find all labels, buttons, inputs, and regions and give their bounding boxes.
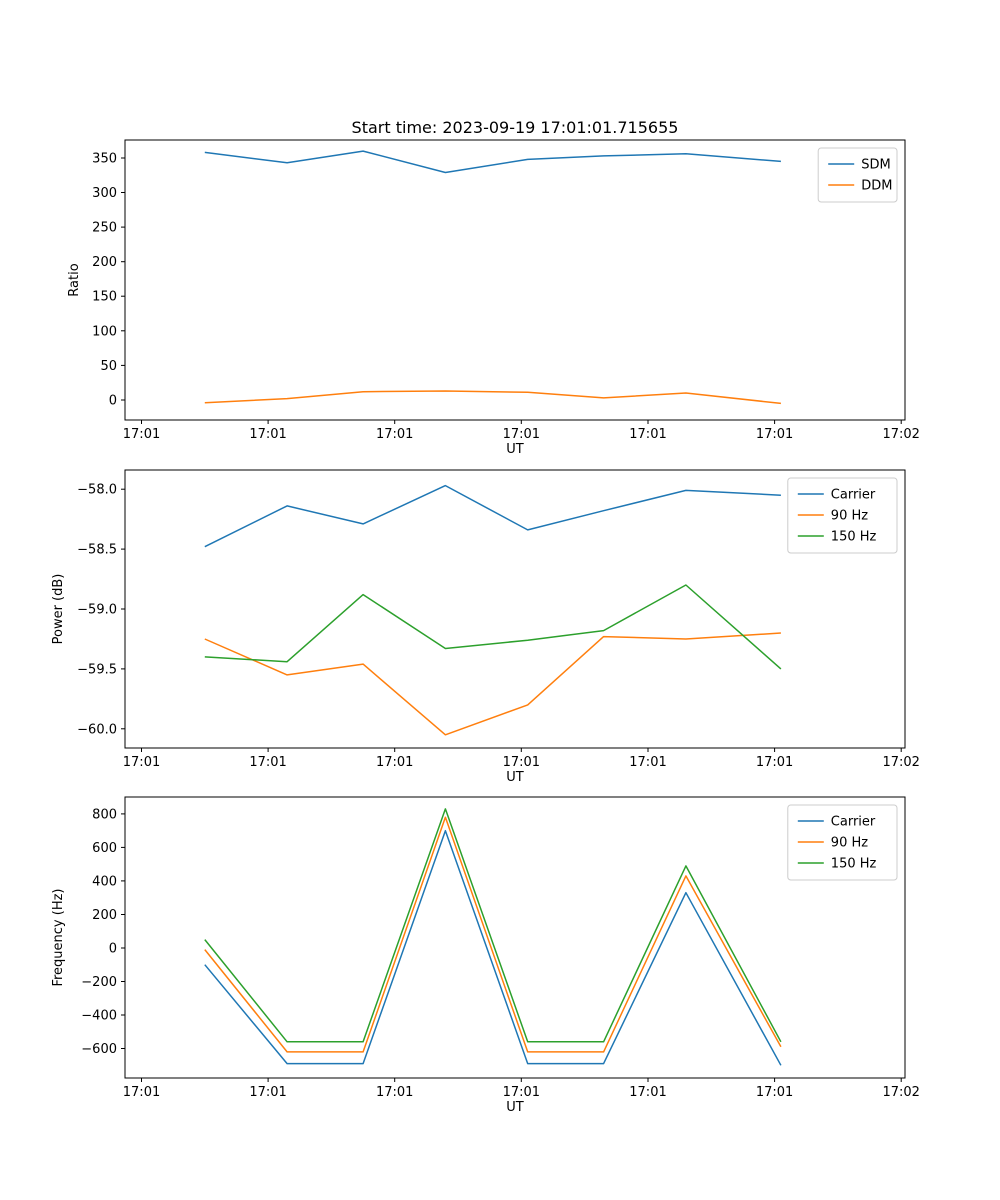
x-tick-label: 17:01 — [376, 1085, 413, 1100]
y-tick-label: 350 — [92, 152, 117, 167]
legend-label: 150 Hz — [831, 857, 877, 872]
series-line-ddm — [204, 390, 781, 405]
legend-label: 90 Hz — [831, 509, 868, 524]
x-tick-label: 17:02 — [882, 1085, 919, 1100]
legend: Carrier 90 Hz 150 Hz — [787, 477, 898, 554]
figure-title: Start time: 2023-09-19 17:01:01.715655 — [351, 118, 679, 137]
y-tick-label: 300 — [92, 186, 117, 201]
plot-border — [124, 139, 906, 421]
legend-label: 90 Hz — [831, 836, 868, 851]
chart-1: 17:01 17:01 17:01 17:01 17:01 17:01 17:02 UT 0 50… — [67, 139, 920, 457]
x-axis-label: UT — [506, 442, 524, 457]
x-tick-label: 17:01 — [629, 755, 666, 770]
chart-3: 17:01 17:01 17:01 17:01 17:01 17:01 17:02 UT −60… — [51, 796, 920, 1115]
y-tick-label: −600 — [81, 1042, 117, 1057]
x-tick-label: 17:01 — [376, 755, 413, 770]
series-line-carrier — [204, 829, 782, 1066]
y-tick-label: −58.0 — [77, 483, 117, 498]
y-tick-label: −400 — [81, 1009, 117, 1024]
x-tick-label: 17:01 — [503, 427, 540, 442]
y-axis-label: Ratio — [67, 263, 82, 296]
y-tick-label: −59.5 — [77, 662, 117, 677]
x-tick-label: 17:01 — [249, 1085, 286, 1100]
y-tick-label: 100 — [92, 324, 117, 339]
series-line-150-hz — [204, 584, 782, 670]
x-tick-label: 17:01 — [629, 1085, 666, 1100]
plot-border — [124, 796, 906, 1079]
series-line-carrier — [204, 484, 781, 548]
legend-box — [787, 477, 898, 554]
x-tick-label: 17:02 — [882, 755, 919, 770]
y-tick-label: 50 — [100, 359, 117, 374]
y-tick-label: 600 — [92, 841, 117, 856]
x-tick-label: 17:01 — [123, 755, 160, 770]
chart-2: 17:01 17:01 17:01 17:01 17:01 17:01 17:02 UT −60… — [51, 469, 920, 785]
x-tick-label: 17:01 — [249, 427, 286, 442]
legend-label: Carrier — [831, 488, 876, 503]
y-tick-label: 250 — [92, 221, 117, 236]
y-tick-label: −59.0 — [77, 603, 117, 618]
x-tick-label: 17:02 — [882, 427, 919, 442]
legend-box — [787, 804, 898, 881]
series-line-sdm — [204, 150, 781, 174]
y-axis-label: Frequency (Hz) — [51, 888, 66, 986]
y-tick-label: 0 — [109, 942, 117, 957]
y-tick-label: 0 — [109, 394, 117, 409]
x-tick-label: 17:01 — [756, 1085, 793, 1100]
legend-label: Carrier — [831, 815, 876, 830]
y-tick-label: 200 — [92, 908, 117, 923]
legend-label: DDM — [861, 179, 892, 194]
legend-box — [817, 147, 898, 203]
y-tick-label: 200 — [92, 255, 117, 270]
series-line-90-hz — [204, 632, 781, 736]
x-tick-label: 17:01 — [629, 427, 666, 442]
legend-label: 150 Hz — [831, 530, 877, 545]
x-tick-label: 17:01 — [376, 427, 413, 442]
x-tick-label: 17:01 — [123, 427, 160, 442]
y-tick-label: 800 — [92, 807, 117, 822]
legend: Carrier 90 Hz 150 Hz — [787, 804, 898, 881]
x-tick-label: 17:01 — [503, 1085, 540, 1100]
y-tick-label: 150 — [92, 290, 117, 305]
legend-label: SDM — [861, 158, 890, 173]
y-tick-label: −60.0 — [77, 722, 117, 737]
x-tick-label: 17:01 — [249, 755, 286, 770]
x-axis-label: UT — [506, 1100, 524, 1115]
y-tick-label: −58.5 — [77, 543, 117, 558]
series-line-90-hz — [204, 816, 782, 1053]
x-tick-label: 17:01 — [123, 1085, 160, 1100]
y-axis-label: Power (dB) — [51, 574, 66, 645]
y-tick-label: −200 — [81, 975, 117, 990]
y-tick-label: 400 — [92, 874, 117, 889]
x-tick-label: 17:01 — [756, 755, 793, 770]
x-axis-label: UT — [506, 770, 524, 785]
legend: SDM DDM — [817, 147, 898, 203]
x-tick-label: 17:01 — [756, 427, 793, 442]
x-tick-label: 17:01 — [503, 755, 540, 770]
series-line-150-hz — [204, 808, 782, 1043]
